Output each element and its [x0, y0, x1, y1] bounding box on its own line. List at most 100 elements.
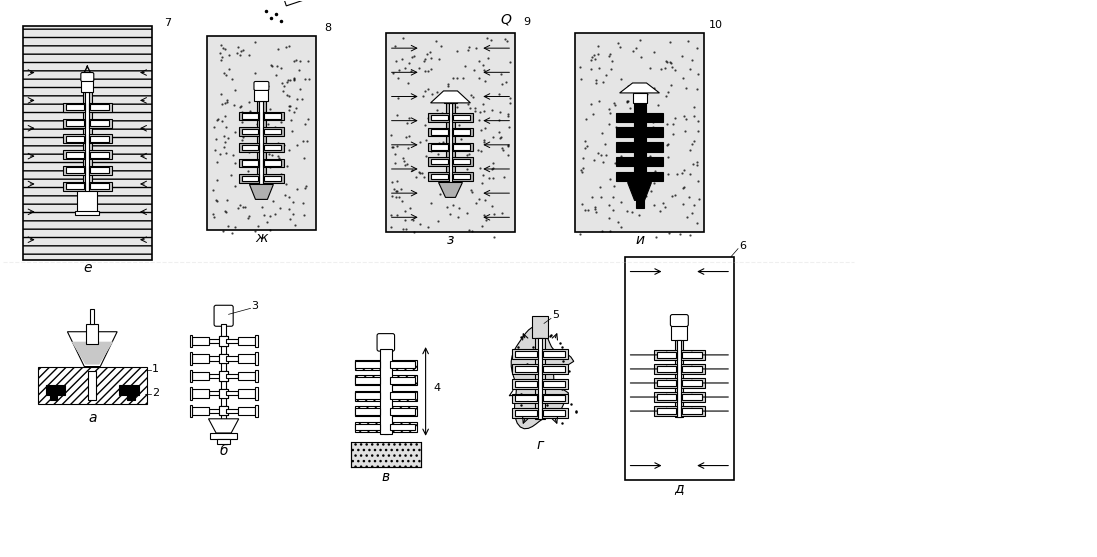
Bar	[512, 379, 538, 389]
Bar	[633, 93, 646, 103]
Text: 4: 4	[433, 383, 441, 393]
FancyBboxPatch shape	[377, 334, 395, 351]
Bar	[263, 174, 284, 183]
Bar	[90, 168, 109, 173]
Bar	[452, 113, 473, 121]
Bar	[219, 389, 228, 398]
Bar	[431, 174, 448, 179]
Bar	[120, 385, 139, 395]
Bar	[192, 372, 210, 380]
Bar	[242, 113, 259, 119]
Bar	[255, 335, 258, 348]
Bar	[45, 385, 66, 395]
Polygon shape	[249, 184, 273, 199]
Bar	[66, 168, 84, 173]
Bar	[682, 394, 702, 400]
Bar	[617, 157, 637, 167]
Bar	[516, 351, 536, 357]
Bar	[453, 159, 470, 164]
Polygon shape	[620, 83, 659, 93]
Bar	[355, 423, 381, 431]
Bar	[654, 350, 677, 360]
Text: з: з	[446, 233, 454, 247]
Bar	[532, 316, 548, 338]
Bar	[88, 370, 97, 400]
Bar	[355, 406, 384, 417]
Bar	[355, 375, 384, 385]
Polygon shape	[511, 326, 574, 429]
Bar	[431, 129, 448, 135]
Bar	[255, 387, 258, 399]
Bar	[388, 360, 417, 370]
Bar	[226, 374, 238, 378]
Bar	[239, 159, 260, 167]
Bar	[242, 160, 259, 165]
Bar	[431, 115, 448, 120]
Bar	[635, 198, 644, 208]
Bar	[255, 370, 258, 382]
Bar	[657, 394, 676, 400]
Bar	[263, 143, 284, 152]
Bar	[428, 143, 449, 151]
Bar	[575, 33, 704, 232]
Bar	[238, 337, 255, 345]
Bar	[220, 324, 226, 419]
Bar	[23, 26, 152, 260]
Bar	[63, 166, 86, 175]
Text: 8: 8	[324, 23, 331, 33]
FancyBboxPatch shape	[670, 315, 688, 326]
Polygon shape	[208, 419, 239, 433]
Bar	[264, 160, 281, 165]
Bar	[255, 353, 258, 365]
Bar	[681, 378, 704, 388]
Bar	[86, 92, 90, 193]
Bar	[257, 101, 265, 184]
Bar	[81, 80, 93, 92]
Bar	[453, 174, 470, 179]
Bar	[682, 380, 702, 386]
Bar	[37, 367, 147, 404]
Bar	[452, 128, 473, 136]
Bar	[78, 192, 98, 213]
Bar	[238, 407, 255, 415]
Bar	[219, 372, 228, 380]
Bar	[681, 364, 704, 374]
Bar	[535, 338, 545, 419]
Bar	[211, 433, 237, 439]
Bar	[452, 172, 473, 181]
Bar	[90, 104, 109, 110]
Bar	[677, 340, 681, 417]
Bar	[453, 129, 470, 135]
Bar	[516, 395, 536, 402]
Bar	[681, 350, 704, 360]
Bar	[264, 129, 281, 134]
Bar	[681, 392, 704, 402]
Bar	[355, 360, 384, 370]
Bar	[388, 375, 417, 385]
Bar	[654, 392, 677, 402]
Bar	[389, 361, 415, 368]
Bar	[76, 211, 99, 216]
Bar	[453, 144, 470, 150]
Bar	[90, 166, 112, 175]
Bar	[87, 324, 99, 344]
Bar	[654, 406, 677, 416]
Bar	[66, 152, 84, 158]
Bar	[624, 257, 734, 481]
Bar	[239, 143, 260, 152]
Bar	[543, 381, 565, 387]
Bar	[642, 172, 663, 181]
Bar	[190, 370, 192, 382]
Bar	[90, 150, 112, 159]
Bar	[516, 366, 536, 372]
Bar	[90, 152, 109, 158]
Bar	[642, 157, 663, 167]
Bar	[543, 351, 565, 357]
Polygon shape	[71, 341, 113, 365]
Bar	[210, 339, 220, 343]
Bar	[242, 144, 259, 150]
Bar	[90, 103, 112, 112]
Text: а: а	[88, 411, 97, 426]
Bar	[49, 389, 57, 400]
Bar	[388, 406, 417, 417]
